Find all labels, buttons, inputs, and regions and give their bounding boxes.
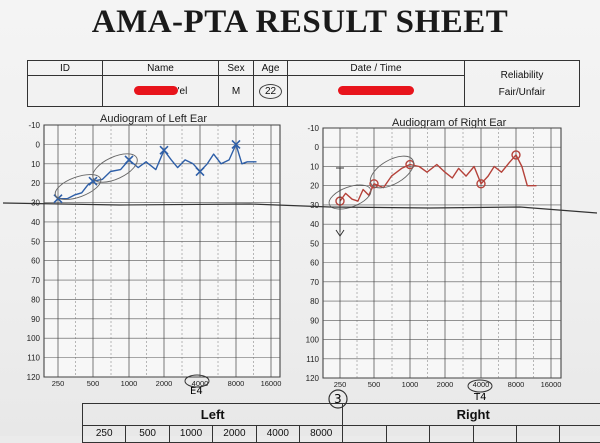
- right-y-tick-label: 120: [306, 374, 320, 383]
- right-y-tick-label: 90: [310, 316, 319, 325]
- freq-250: 250: [81, 424, 127, 443]
- right-250-annotation: 3: [334, 392, 342, 406]
- left-y-tick-label: 100: [27, 334, 41, 343]
- date-time-value: [287, 75, 465, 107]
- right-y-tick-label: 60: [310, 259, 319, 268]
- left-plot-frame: [43, 124, 281, 378]
- handdrawn-30db-line: [2, 202, 598, 214]
- left-y-tick-label: 10: [31, 160, 40, 169]
- left-4000-annotation: E4: [190, 386, 203, 397]
- freq-8000: [559, 424, 600, 443]
- freq-1000: [429, 424, 474, 443]
- left-column-header: Left: [81, 403, 344, 426]
- page-title: AMA-PTA RESULT SHEET: [91, 4, 509, 40]
- left-y-tick-label: 60: [31, 257, 40, 266]
- date-redaction: [338, 86, 414, 96]
- right-plot-frame: [322, 127, 562, 379]
- left-y-tick-label: 120: [27, 373, 41, 382]
- left-x-tick-label: 8000: [228, 379, 245, 388]
- left-x-tick-label: 500: [87, 379, 100, 388]
- right-column-header: Right: [342, 403, 600, 426]
- right-y-tick-label: 80: [310, 297, 319, 306]
- left-y-tick-label: 90: [31, 315, 40, 324]
- left-y-tick-label: 0: [36, 140, 41, 149]
- right-y-tick-label: 70: [310, 278, 319, 287]
- right-pen-ellipse: [369, 155, 415, 189]
- right-4000-annotation: T4: [473, 392, 486, 403]
- right-marker-o: [511, 150, 521, 160]
- right-250-marker: [335, 167, 345, 237]
- right-y-tick-label: -10: [307, 124, 319, 133]
- freq-2000: 2000: [212, 424, 257, 443]
- right-y-tick-label: 10: [310, 162, 319, 171]
- right-x-tick-label: 250: [334, 380, 347, 389]
- right-marker-o: [476, 179, 486, 189]
- left-y-tick-label: 40: [31, 218, 40, 227]
- right-y-tick-label: 110: [306, 355, 319, 364]
- patient-info-table: ID Name Sex Age Date / Time Reliability …: [27, 60, 580, 107]
- freq-500: [385, 424, 431, 443]
- right-y-tick-label: 40: [310, 220, 319, 229]
- age-circled: 22: [258, 83, 283, 99]
- left-x-tick-label: 2000: [156, 379, 173, 388]
- right-y-tick-label: 20: [310, 182, 319, 191]
- left-pen-ellipse: [92, 153, 138, 183]
- left-4000-circle: [184, 374, 210, 388]
- left-y-tick-label: 110: [27, 354, 40, 363]
- left-x-tick-label: 250: [52, 379, 65, 388]
- freq-1000: 1000: [168, 424, 214, 443]
- left-marker-x: [195, 166, 205, 177]
- reliability-cell: Reliability Fair/Unfair: [464, 60, 580, 107]
- name-redaction: [133, 86, 178, 96]
- freq-4000: 4000: [255, 424, 301, 443]
- freq-2000: [472, 424, 518, 443]
- left-y-tick-label: 50: [31, 237, 40, 246]
- left-marker-x: [231, 139, 241, 149]
- right-x-tick-label: 16000: [541, 380, 562, 389]
- freq-8000: 8000: [299, 424, 344, 443]
- right-y-tick-label: 100: [306, 336, 320, 345]
- reliability-header: Reliability: [500, 69, 544, 81]
- reliability-value: Fair/Unfair: [498, 86, 546, 98]
- right-x-tick-label: 8000: [508, 380, 525, 389]
- bottom-table: Left Right 250 500 1000 2000 4000 8000: [81, 403, 600, 443]
- right-x-tick-label: 2000: [437, 380, 454, 389]
- left-y-tick-label: -10: [28, 121, 40, 130]
- id-value: [27, 75, 103, 107]
- name-tail: 'el: [177, 85, 188, 97]
- right-x-tick-label: 1000: [402, 380, 419, 389]
- left-marker-x: [159, 145, 169, 155]
- sex-value: M: [218, 75, 254, 107]
- left-x-tick-label: 1000: [121, 379, 138, 388]
- freq-250: [342, 424, 387, 443]
- right-series-line: [339, 154, 537, 202]
- left-chart-title: Audiogram of Left Ear: [100, 113, 208, 125]
- right-4000-circle: [467, 379, 493, 393]
- name-value: 'el: [102, 75, 219, 107]
- right-y-tick-label: 30: [310, 201, 319, 210]
- left-marker-x: [124, 155, 134, 165]
- left-x-tick-label: 4000: [192, 379, 209, 388]
- left-y-tick-label: 80: [31, 295, 40, 304]
- left-y-tick-label: 20: [31, 179, 40, 188]
- freq-500: 500: [125, 424, 170, 443]
- right-x-tick-label: 4000: [473, 380, 490, 389]
- right-pen-ellipse: [328, 184, 372, 210]
- left-x-tick-label: 16000: [261, 379, 282, 388]
- left-pen-ellipse: [54, 174, 102, 200]
- right-audiogram: -10 0 10 20 30 40 50 60 70 80 90 100 110 120 250 500 100…: [306, 124, 562, 389]
- right-x-tick-label: 500: [368, 380, 381, 389]
- right-y-tick-label: 0: [315, 143, 320, 152]
- right-y-tick-label: 50: [310, 239, 319, 248]
- left-y-tick-label: 70: [31, 276, 40, 285]
- right-chart-title: Audiogram of Right Ear: [392, 117, 507, 129]
- left-marker-x: [88, 176, 98, 186]
- right-marker-o: [369, 179, 379, 189]
- freq-4000: [516, 424, 561, 443]
